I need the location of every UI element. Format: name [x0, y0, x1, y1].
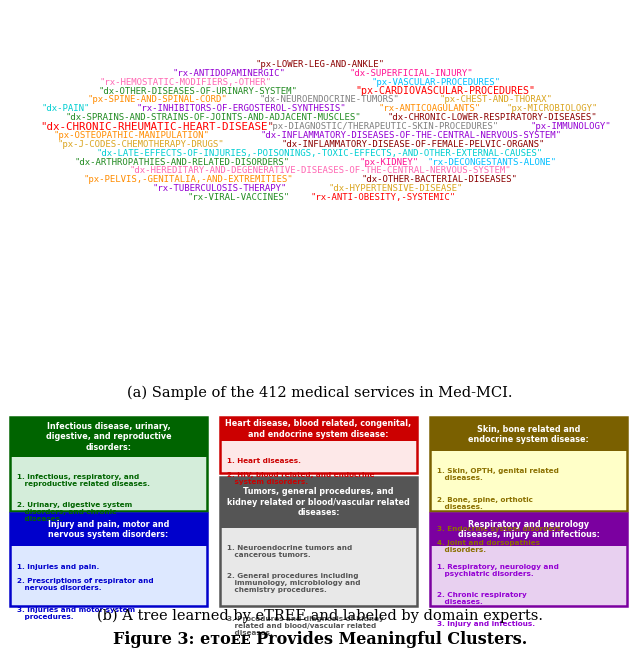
Text: "rx-INHIBITORS-OF-ERGOSTEROL-SYNTHESIS": "rx-INHIBITORS-OF-ERGOSTEROL-SYNTHESIS": [137, 104, 346, 113]
Text: "dx-LATE-EFFECTS-OF-INJURIES,-POISONINGS,-TOXIC-EFFECTS,-AND-OTHER-EXTERNAL-CAUS: "dx-LATE-EFFECTS-OF-INJURIES,-POISONINGS…: [97, 148, 543, 158]
Text: "dx-HEREDITARY-AND-DEGENERATIVE-DISEASES-OF-THE-CENTRAL-NERVOUS-SYSTEM": "dx-HEREDITARY-AND-DEGENERATIVE-DISEASES…: [129, 167, 511, 175]
Text: 3. Injuries and motor system
   procedures.: 3. Injuries and motor system procedures.: [17, 607, 135, 620]
Text: (b) A tree learned by eTREE and labeled by domain experts.: (b) A tree learned by eTREE and labeled …: [97, 609, 543, 623]
Text: Skin, bone related and
endocrine system disease:: Skin, bone related and endocrine system …: [468, 424, 589, 444]
Text: "px-MICROBIOLOGY": "px-MICROBIOLOGY": [506, 104, 598, 113]
Text: "px-KIDNEY": "px-KIDNEY": [360, 158, 419, 167]
Text: "rx-ANTICOAGULANTS": "rx-ANTICOAGULANTS": [379, 104, 481, 113]
Text: "px-CARDIOVASCULAR-PROCEDURES": "px-CARDIOVASCULAR-PROCEDURES": [355, 86, 536, 96]
Text: "dx-SUPERFICIAL-INJURY": "dx-SUPERFICIAL-INJURY": [349, 69, 473, 78]
Text: "dx-SPRAINS-AND-STRAINS-OF-JOINTS-AND-ADJACENT-MUSCLES": "dx-SPRAINS-AND-STRAINS-OF-JOINTS-AND-AD…: [65, 113, 361, 122]
Text: "dx-HYPERTENSIVE-DISEASE": "dx-HYPERTENSIVE-DISEASE": [328, 184, 463, 193]
Text: "px-LOWER-LEG-AND-ANKLE": "px-LOWER-LEG-AND-ANKLE": [255, 60, 385, 69]
Text: "dx-INFLAMMATORY-DISEASE-OF-FEMALE-PELVIC-ORGANS": "dx-INFLAMMATORY-DISEASE-OF-FEMALE-PELVI…: [281, 140, 545, 149]
Text: "rx-HEMOSTATIC-MODIFIERS,-OTHER": "rx-HEMOSTATIC-MODIFIERS,-OTHER": [99, 77, 271, 87]
FancyBboxPatch shape: [220, 417, 417, 473]
Text: 1. Respiratory, neurology and
   psychiatric disorders.: 1. Respiratory, neurology and psychiatri…: [437, 564, 559, 577]
FancyBboxPatch shape: [430, 513, 627, 546]
Text: "dx-CHRONIC-LOWER-RESPIRATORY-DISEASES": "dx-CHRONIC-LOWER-RESPIRATORY-DISEASES": [388, 113, 597, 122]
Text: 3. Endocrine system disorders.: 3. Endocrine system disorders.: [437, 525, 564, 532]
FancyBboxPatch shape: [430, 417, 627, 451]
Text: "dx-ARTHROPATHIES-AND-RELATED-DISORDERS": "dx-ARTHROPATHIES-AND-RELATED-DISORDERS": [74, 158, 289, 167]
FancyBboxPatch shape: [220, 417, 417, 441]
Text: 1. Infectious, respiratory, and
   reproductive related diseases.: 1. Infectious, respiratory, and reproduc…: [17, 474, 150, 487]
FancyBboxPatch shape: [10, 513, 207, 546]
Text: 1. Injuries and pain.: 1. Injuries and pain.: [17, 564, 99, 570]
Text: Injury and pain, motor and
nervous system disorders:: Injury and pain, motor and nervous syste…: [47, 520, 169, 539]
Text: 2. Chronic respiratory
   diseases.: 2. Chronic respiratory diseases.: [437, 592, 527, 605]
Text: "dx-INFLAMMATORY-DISEASES-OF-THE-CENTRAL-NERVOUS-SYSTEM": "dx-INFLAMMATORY-DISEASES-OF-THE-CENTRAL…: [260, 131, 561, 140]
Text: "dx-OTHER-DISEASES-OF-URINARY-SYSTEM": "dx-OTHER-DISEASES-OF-URINARY-SYSTEM": [99, 87, 297, 96]
Text: 1. Skin, OPTH, genital related
   diseases.: 1. Skin, OPTH, genital related diseases.: [437, 468, 559, 481]
Text: Infectious disease, urinary,
digestive, and reproductive
disorders:: Infectious disease, urinary, digestive, …: [45, 422, 171, 452]
Text: "rx-DECONGESTANTS-ALONE": "rx-DECONGESTANTS-ALONE": [428, 158, 557, 167]
Text: 2. Prescriptions of respirator and
   nervous disorders.: 2. Prescriptions of respirator and nervo…: [17, 578, 154, 591]
Text: Tumors, general procedures, and
kidney related or blood/vascular related
disease: Tumors, general procedures, and kidney r…: [227, 488, 410, 517]
Text: (a) Sample of the 412 medical services in Med-MCI.: (a) Sample of the 412 medical services i…: [127, 385, 513, 400]
Text: 1. Neuroendocrine tumors and
   cancerous tumors.: 1. Neuroendocrine tumors and cancerous t…: [227, 545, 353, 558]
Text: "px-J-CODES-CHEMOTHERAPY-DRUGS": "px-J-CODES-CHEMOTHERAPY-DRUGS": [58, 140, 225, 149]
Text: "rx-TUBERCULOSIS-THERAPY": "rx-TUBERCULOSIS-THERAPY": [152, 184, 287, 193]
Text: 2. Bone, spine, orthotic
   diseases.: 2. Bone, spine, orthotic diseases.: [437, 497, 533, 510]
Text: 2. HIV, blood related, and endocrine
   system disorders.: 2. HIV, blood related, and endocrine sys…: [227, 472, 374, 485]
Text: 4. Joint and dorsopathies
   disorders.: 4. Joint and dorsopathies disorders.: [437, 540, 540, 553]
Text: "px-PELVIS,-GENITALIA,-AND-EXTREMITIES": "px-PELVIS,-GENITALIA,-AND-EXTREMITIES": [83, 175, 293, 184]
Text: "dx-PAIN": "dx-PAIN": [42, 104, 90, 113]
FancyBboxPatch shape: [10, 417, 207, 510]
Text: 1. Heart diseases.: 1. Heart diseases.: [227, 458, 301, 464]
Text: "rx-ANTIDOPAMINERGIC": "rx-ANTIDOPAMINERGIC": [173, 69, 285, 78]
Text: "px-IMMUNOLOGY": "px-IMMUNOLOGY": [531, 122, 611, 131]
FancyBboxPatch shape: [430, 417, 627, 510]
Text: 3. Procedures and diagnosis of kidney
   related and blood/vascular related
   d: 3. Procedures and diagnosis of kidney re…: [227, 616, 384, 636]
Text: "rx-ANTI-OBESITY,-SYSTEMIC": "rx-ANTI-OBESITY,-SYSTEMIC": [310, 193, 455, 202]
FancyBboxPatch shape: [430, 513, 627, 606]
Text: "dx-CHRONIC-RHEUMATIC-HEART-DISEASE": "dx-CHRONIC-RHEUMATIC-HEART-DISEASE": [40, 122, 274, 132]
Text: "dx-NEUROENDOCRINE-TUMORS": "dx-NEUROENDOCRINE-TUMORS": [260, 96, 399, 104]
Text: Respiratory and neurology
diseases, injury and infectious:: Respiratory and neurology diseases, inju…: [458, 520, 600, 539]
FancyBboxPatch shape: [10, 513, 207, 606]
Text: 3. Injury and infectious.: 3. Injury and infectious.: [437, 621, 535, 627]
Text: 2. Urinary, digestive system
   disorders, and chronic
   diseases.: 2. Urinary, digestive system disorders, …: [17, 503, 132, 522]
Text: Heart disease, blood related, congenital,
and endocrine system disease:: Heart disease, blood related, congenital…: [225, 419, 412, 439]
FancyBboxPatch shape: [220, 477, 417, 606]
Text: Figure 3: eᴛᴏᴇᴇ Provides Meaningful Clusters.: Figure 3: eᴛᴏᴇᴇ Provides Meaningful Clus…: [113, 631, 527, 648]
Text: "px-VASCULAR-PROCEDURES": "px-VASCULAR-PROCEDURES": [372, 77, 500, 87]
FancyBboxPatch shape: [10, 417, 207, 456]
Text: "dx-OTHER-BACTERIAL-DISEASES": "dx-OTHER-BACTERIAL-DISEASES": [361, 175, 517, 184]
Text: "px-CHEST-AND-THORAX": "px-CHEST-AND-THORAX": [439, 96, 552, 104]
Text: "px-SPINE-AND-SPINAL-CORD": "px-SPINE-AND-SPINAL-CORD": [87, 96, 227, 104]
Text: "px-OSTEOPATHIC-MANIPULATION": "px-OSTEOPATHIC-MANIPULATION": [54, 131, 210, 140]
Text: 2. General procedures including
   immunology, microbiology and
   chemistry pro: 2. General procedures including immunolo…: [227, 574, 361, 594]
Text: "rx-VIRAL-VACCINES": "rx-VIRAL-VACCINES": [188, 193, 289, 202]
Text: "px-DIAGNOSTIC/THERAPEUTIC-SKIN-PROCEDURES": "px-DIAGNOSTIC/THERAPEUTIC-SKIN-PROCEDUR…: [267, 122, 499, 131]
FancyBboxPatch shape: [220, 477, 417, 527]
